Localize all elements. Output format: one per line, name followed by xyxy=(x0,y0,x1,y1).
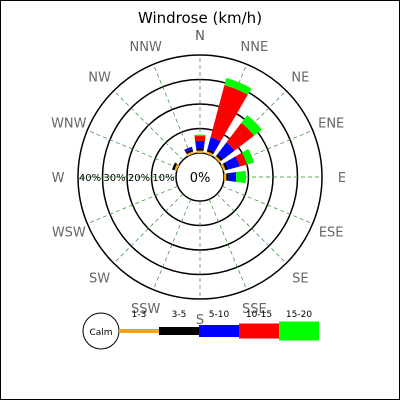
direction-label-nnw: NNW xyxy=(130,40,162,55)
direction-label-ssw: SSW xyxy=(131,302,161,317)
chart-title: Windrose (km/h) xyxy=(138,9,262,27)
direction-label-w: W xyxy=(52,171,65,186)
legend-calm-label: Calm xyxy=(89,328,112,338)
center-label: 0% xyxy=(190,171,211,186)
legend-swatch-1-3 xyxy=(119,329,159,333)
bar-ene-1-3 xyxy=(220,163,226,171)
bar-ne-15-20 xyxy=(241,115,262,136)
direction-label-s: S xyxy=(196,313,204,328)
direction-label-nne: NNE xyxy=(241,40,269,55)
bar-n-1-3 xyxy=(196,150,204,154)
spoke-se xyxy=(216,193,287,264)
direction-label-e: E xyxy=(338,171,346,186)
bar-e-1-3 xyxy=(223,173,227,181)
bar-nne-15-20 xyxy=(224,78,252,95)
bar-nnw-3-5 xyxy=(185,149,194,155)
bar-e-3-5 xyxy=(226,173,229,181)
direction-label-sse: SSE xyxy=(242,302,267,317)
spoke-ese xyxy=(222,185,313,225)
spoke-nnw xyxy=(152,64,192,155)
label-layer: N NNE NE ENE E ESE SE SSE S SSW SW WSW W WNW NW NNW 10%2… xyxy=(51,29,346,328)
bar-ene-3-5 xyxy=(222,162,228,171)
ring-label-40: 40% xyxy=(79,173,101,184)
bar-nne-1-3 xyxy=(206,151,214,157)
legend-label-1-3: 1-3 xyxy=(132,310,147,320)
bar-ene-5-10 xyxy=(224,156,240,170)
bar-nne-3-5 xyxy=(206,149,215,155)
bar-nnw-5-10 xyxy=(184,146,193,153)
bar-ne-5-10 xyxy=(217,142,235,160)
spoke-nw xyxy=(113,90,184,161)
legend-swatch-3-5 xyxy=(159,327,199,335)
bar-n-10-15 xyxy=(194,135,206,142)
direction-label-sw: SW xyxy=(89,271,110,286)
legend-label-15-20: 15-20 xyxy=(286,310,312,320)
bar-ne-3-5 xyxy=(216,154,223,161)
direction-label-n: N xyxy=(195,29,205,44)
bar-n-15-20 xyxy=(194,134,206,137)
bar-ne-10-15 xyxy=(226,122,255,151)
ring-label-30: 30% xyxy=(103,173,125,184)
legend-swatch-5-10 xyxy=(199,325,239,337)
direction-label-wnw: WNW xyxy=(51,117,87,132)
bar-ene-10-15 xyxy=(235,152,247,167)
bar-wnw-3-5 xyxy=(172,162,178,171)
bar-nne-10-15 xyxy=(210,85,248,142)
direction-label-ene: ENE xyxy=(318,117,344,132)
spoke-sse xyxy=(208,199,248,290)
bar-n-5-10 xyxy=(195,140,205,149)
legend-label-10-15: 10-15 xyxy=(246,310,272,320)
spoke-wsw xyxy=(87,185,178,225)
bar-layer xyxy=(172,78,262,184)
bar-ene-15-20 xyxy=(241,148,254,165)
ring-4 xyxy=(77,54,323,300)
legend-swatch-10-15 xyxy=(239,323,279,339)
bar-n-3-5 xyxy=(196,148,204,151)
bar-ne-1-3 xyxy=(214,155,222,163)
ring-label-20: 20% xyxy=(128,173,150,184)
ring-label-10: 10% xyxy=(152,173,174,184)
spoke-sw xyxy=(113,193,184,264)
legend-label-5-10: 5-10 xyxy=(209,310,230,320)
direction-label-ese: ESE xyxy=(319,225,344,240)
legend-swatch-15-20 xyxy=(279,321,319,341)
direction-label-ne: NE xyxy=(291,71,309,86)
bar-e-5-10 xyxy=(228,172,237,182)
direction-label-se: SE xyxy=(292,271,308,286)
bar-e-15-20 xyxy=(235,170,247,184)
legend: Calm 1-3 3-5 5-10 10-15 15-20 xyxy=(82,310,319,350)
direction-label-nw: NW xyxy=(88,71,111,86)
legend-label-3-5: 3-5 xyxy=(172,310,187,320)
bar-wnw-1-3 xyxy=(174,163,180,171)
bar-nnw-1-3 xyxy=(186,151,194,157)
direction-label-wsw: WSW xyxy=(52,225,86,240)
spoke-wnw xyxy=(87,129,178,169)
bar-nne-5-10 xyxy=(207,137,221,153)
spoke-ssw xyxy=(152,199,192,290)
